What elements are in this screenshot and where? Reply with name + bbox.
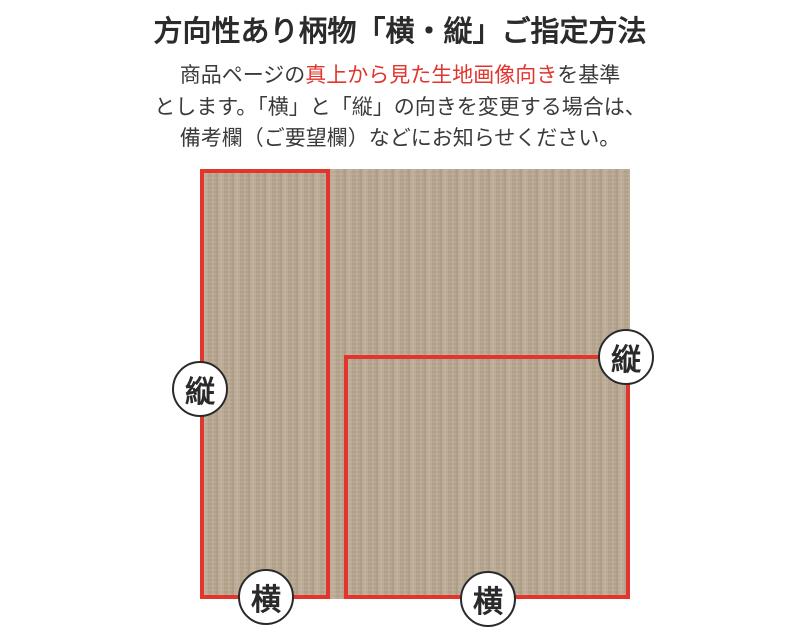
- desc-line2: とします。「横」と「縦」の向きを変更する場合は、: [154, 96, 645, 119]
- title-heading: 方向性あり柄物「横・縦」ご指定方法: [153, 8, 646, 50]
- desc-line1-post: を基準: [557, 64, 620, 87]
- desc-line1-accent: 真上から見た生地画像向き: [305, 64, 557, 87]
- desc-line3: 備考欄（ご要望欄）などにお知らせください。: [180, 127, 621, 150]
- badge-yoko-left: 横: [238, 569, 294, 625]
- badge-tate-right: 縦: [598, 329, 654, 385]
- badge-yoko-right: 横: [460, 571, 516, 627]
- figure-diagram: 縦 横 縦 横: [170, 169, 630, 619]
- badge-tate-left: 縦: [172, 361, 228, 417]
- right-highlight-rect: [344, 355, 630, 599]
- desc-line1-pre: 商品ページの: [180, 64, 306, 87]
- description-text: 商品ページの真上から見た生地画像向きを基準 とします。「横」と「縦」の向きを変更…: [154, 60, 645, 155]
